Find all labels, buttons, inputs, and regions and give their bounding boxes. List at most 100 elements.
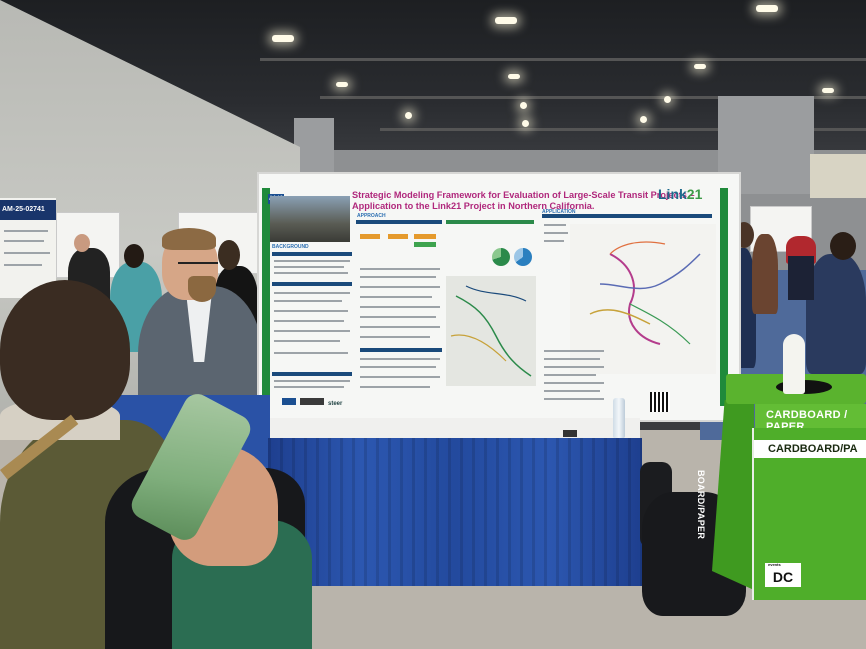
- poster-text-line: [274, 380, 350, 382]
- poster-text-line: [360, 268, 440, 270]
- poster-text-line: [544, 374, 596, 376]
- poster-text-line: [544, 224, 566, 226]
- poster-text-line: [274, 330, 350, 332]
- poster-text-line: [274, 320, 344, 322]
- poster-block-header: [360, 348, 442, 352]
- ceiling-light: [520, 102, 527, 109]
- bin-side-label: BOARD/PAPER: [696, 470, 706, 540]
- logo-number: 21: [686, 186, 703, 202]
- paper-roll: [783, 334, 805, 394]
- poster-block-header: [356, 220, 442, 224]
- poster-text-line: [544, 366, 604, 368]
- poster-text-line: [360, 316, 436, 318]
- poster-text-line: [274, 300, 342, 302]
- poster-text-line: [544, 398, 604, 400]
- ceiling-light: [756, 5, 778, 12]
- poster-text-line: [360, 326, 440, 328]
- poster-text-line: [360, 306, 440, 308]
- ceiling-light: [405, 112, 412, 119]
- poster-text-line: [360, 286, 440, 288]
- foreground-person-head: [0, 280, 130, 420]
- poster-text-line: [274, 386, 344, 388]
- attendee-head: [830, 232, 856, 260]
- table-top: [270, 418, 640, 440]
- pie-chart: [492, 248, 510, 266]
- poster-flow-box: [360, 234, 380, 239]
- pie-chart: [514, 248, 532, 266]
- poster-text-line: [360, 276, 436, 278]
- ceiling-light: [640, 116, 647, 123]
- attendee: [806, 254, 866, 374]
- attendee-head: [124, 244, 144, 268]
- poster-block-header: [272, 372, 352, 376]
- left-poster-text: [4, 230, 48, 232]
- logo-text: Link: [658, 186, 687, 202]
- glasses-icon: [178, 262, 218, 268]
- poster-title: Strategic Modeling Framework for Evaluat…: [352, 190, 695, 211]
- sponsor-steer: steer: [328, 401, 343, 407]
- ceiling-beam: [260, 58, 866, 61]
- bay-area-map: [450, 285, 532, 377]
- attendee: [752, 234, 778, 314]
- ceiling-light: [694, 64, 706, 69]
- qr-code: [650, 392, 670, 412]
- poster-text-line: [544, 390, 600, 392]
- poster-block-header: [272, 252, 352, 256]
- poster-map: [570, 224, 716, 374]
- ceiling-light: [822, 88, 834, 93]
- bin-top-band: [755, 404, 866, 428]
- poster-text-line: [544, 382, 604, 384]
- table-skirt: [268, 438, 642, 586]
- poster-flow-box: [388, 234, 408, 239]
- section-heading: APPLICATION: [542, 209, 576, 215]
- ceiling-beam: [380, 128, 866, 131]
- phone: [563, 430, 577, 437]
- section-heading: APPROACH: [357, 213, 386, 219]
- poster-text-line: [274, 260, 350, 262]
- high-table: [788, 256, 814, 300]
- poster-text-line: [274, 266, 344, 268]
- sponsor-logos: steer: [282, 398, 342, 407]
- poster-text-line: [360, 358, 440, 360]
- poster-block-header: [272, 282, 352, 286]
- poster-green-bar: [720, 188, 728, 406]
- attendee-head: [218, 240, 240, 270]
- left-poster-text: [4, 240, 44, 242]
- poster-text-line: [274, 292, 350, 294]
- poster-text-line: [360, 336, 430, 338]
- poster-photo: [270, 196, 350, 242]
- attendee-head: [74, 234, 90, 252]
- poster-text-line: [274, 352, 348, 354]
- bin-front-label: CARDBOARD/PA: [754, 440, 866, 458]
- table-skirt-pleats: [268, 438, 642, 586]
- left-poster-text: [4, 264, 42, 266]
- poster-text-line: [544, 240, 564, 242]
- poster-text-line: [360, 386, 430, 388]
- poster-text-line: [274, 340, 340, 342]
- events-dc-logo: events DC: [765, 562, 801, 587]
- link21-logo: Link21: [658, 186, 702, 202]
- dc-logo-small: events: [768, 562, 781, 567]
- water-bottle: [613, 398, 625, 438]
- poster-text-line: [544, 232, 568, 234]
- ceiling-light: [664, 96, 671, 103]
- poster-text-line: [274, 310, 348, 312]
- poster-text-line: [274, 272, 348, 274]
- poster-text-line: [544, 350, 604, 352]
- poster-text-line: [544, 358, 600, 360]
- poster-text-line: [360, 366, 436, 368]
- dc-logo-text: DC: [772, 569, 794, 585]
- presenter-hair: [162, 228, 216, 250]
- poster-green-bar: [262, 188, 270, 406]
- ceiling-light: [336, 82, 348, 87]
- rail-network-map: [589, 241, 701, 345]
- ceiling-beam: [320, 96, 866, 99]
- poster-flow-box: [414, 242, 436, 247]
- left-poster-code: AM-25-02741: [0, 200, 56, 220]
- left-poster-text: [4, 252, 50, 254]
- poster-text-line: [360, 296, 432, 298]
- presenter-beard: [188, 276, 216, 302]
- poster-block-header: [446, 220, 534, 224]
- section-heading: BACKGROUND: [272, 244, 309, 250]
- ceiling-light: [522, 120, 529, 127]
